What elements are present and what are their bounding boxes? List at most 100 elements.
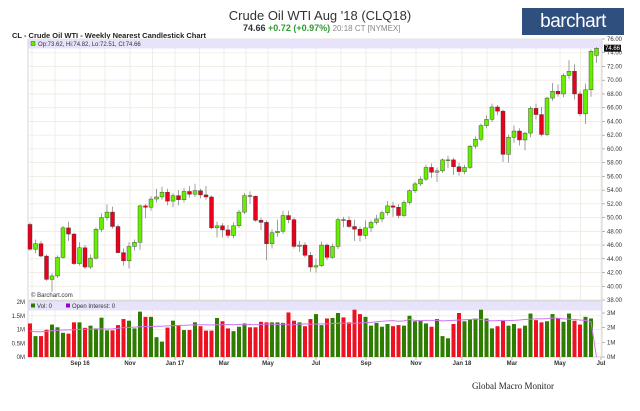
last-price-tag [604,44,621,52]
candle-up [374,218,379,223]
y-tick-label: 64.00 [607,119,623,125]
volume-bar [545,321,549,357]
candle-up [440,159,445,172]
candle-up [297,244,302,247]
x-tick-label: Jul [597,361,606,367]
candle-up [93,229,99,259]
price-pane [27,38,603,301]
candle-up [132,242,137,247]
candle-down [396,207,401,216]
volume-bar [66,333,71,357]
volume-bar [402,325,406,357]
volume-bar [396,325,401,357]
y-tick-label: 38.00 [607,298,623,304]
y-tick-label: 56.00 [607,174,623,180]
candle-down [577,93,583,115]
y-tick-label: 44.00 [607,257,623,263]
y-tick-label: 54.00 [607,188,623,194]
volume-bar [363,316,368,357]
candle-down [143,205,148,208]
y-tick-label: 52.00 [607,202,623,208]
volume-bar [330,317,335,357]
candle-down [456,166,462,172]
volume-bar [446,338,450,357]
candle-up [522,132,528,141]
candle-up [231,225,236,236]
candle-up [566,71,572,76]
x-tick-label: May [262,361,274,367]
candle-up [236,211,242,227]
volume-legend-bg [28,301,602,311]
volume-bar [462,321,467,357]
candle-down [539,114,544,135]
volume-bar [44,329,49,357]
volume-bar [55,327,60,357]
candle-down [264,222,269,244]
last-price-label: 74.66 [605,46,621,52]
volume-bar [567,313,571,357]
candle-down [44,255,49,280]
candle-up [583,89,588,115]
volume-bar [347,322,351,357]
volume-bar [39,336,43,357]
page-title: Crude Oil WTI Aug '18 (CLQ18) [228,8,412,23]
candle-up [154,196,159,200]
candle-down [533,108,539,115]
y-tick-label: 50.00 [607,216,623,222]
candle-up [407,190,412,203]
volume-bar [88,325,93,357]
candle-up [484,119,489,126]
watermark: © Barchart.com [31,292,73,299]
volume-bar [528,313,533,357]
volume-bar [50,324,54,357]
x-tick-label: Mar [507,361,518,367]
x-tick-label: Sep [360,361,371,367]
volume-bar [99,317,104,357]
x-tick-label: Jan 18 [453,361,472,367]
candle-down [352,226,357,230]
volume-bar [220,321,225,357]
volume-bar [281,322,285,357]
candle-up [49,275,55,280]
y-tick-label: 40.00 [607,284,623,290]
candle-up [412,183,418,191]
volume-bar [105,330,109,357]
volume-bar [253,327,258,357]
volume-bar [572,320,577,357]
candle-up [275,231,280,233]
volume-tick-label: 0M [17,355,25,361]
volume-bar [94,328,98,357]
volume-bar [270,322,274,357]
candle-up [478,125,484,140]
volume-bar [132,328,137,357]
volume-bar [501,320,505,357]
volume-tick-label: 1M [17,328,25,334]
candle-up [77,247,82,264]
candle-up [379,212,385,220]
volume-bar [380,326,384,357]
candle-down [220,225,225,231]
barchart-logo[interactable]: barchart [522,8,624,35]
candle-up [511,130,517,138]
candle-down [187,191,192,195]
ohlc-legend: Op:73.62, Hi:74.82, Lo:72.51, Cl:74.66 [38,42,141,48]
candle-down [429,167,434,173]
x-tick-label: Nov [124,361,136,367]
volume-bar [116,325,120,357]
volume-bar [259,321,263,357]
quote-line: 74.66 +0.72 (+0.97%) 20:18 CT [NYMEX] [243,23,401,33]
volume-bar [407,315,412,357]
quote-time: 20:18 CT [NYMEX] [332,24,401,33]
volume-bar [391,326,395,357]
volume-bar [490,328,494,357]
volume-bar [226,328,230,357]
volume-bar [215,317,219,357]
volume-bar [457,313,461,357]
volume-bar [193,322,197,357]
oi-tick-label: 0M [607,355,615,361]
volume-bar [435,319,439,357]
volume-bar [308,319,313,357]
y-tick-label: 66.00 [607,106,623,112]
volume-bar [325,318,329,357]
